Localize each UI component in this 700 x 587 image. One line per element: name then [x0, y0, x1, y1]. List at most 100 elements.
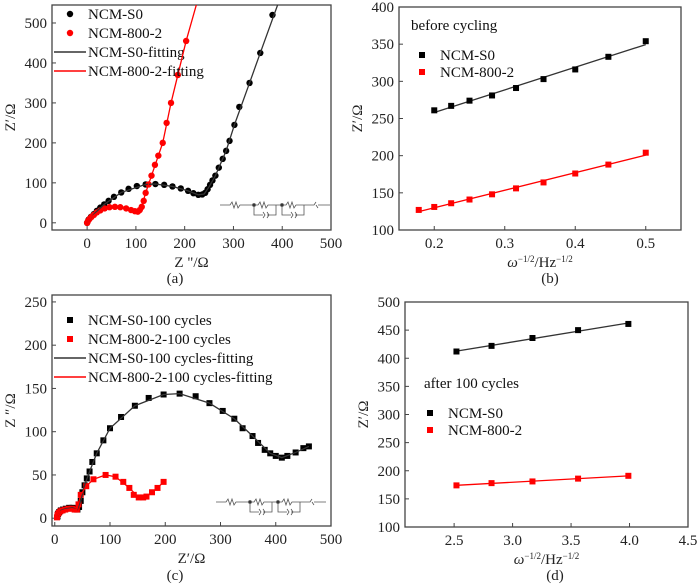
x-tick-label: 100	[99, 532, 122, 548]
legend-label: NCM-800-2-100 cycles-fitting	[88, 370, 273, 386]
y-tick-label: 0	[40, 511, 48, 527]
data-point	[192, 393, 199, 400]
y-tick-label: 0	[40, 216, 48, 232]
fit-line	[56, 474, 165, 518]
y-tick-label: 150	[378, 492, 401, 508]
equivalent-circuit-inset	[216, 497, 326, 516]
y-tick-label: 350	[378, 379, 401, 395]
y-tick-label: 450	[378, 323, 401, 339]
x-axis-label-part: ω	[514, 552, 525, 568]
y-tick-label: 300	[25, 96, 48, 112]
equivalent-circuit-inset	[220, 200, 330, 219]
y-tick-label: 400	[25, 56, 48, 72]
x-tick-label: 500	[320, 236, 343, 252]
y-tick-label: 350	[372, 37, 395, 53]
chart-panel-d: 2.5 3.0 3.5 4.0 4.5 100 150 200 250 300 350 400 450 5…	[356, 295, 697, 584]
data-point	[448, 102, 455, 109]
data-point	[427, 427, 433, 433]
data-point	[67, 317, 73, 323]
legend-item: NCM-800-2	[427, 423, 522, 439]
data-point	[488, 480, 495, 487]
x-tick-label: 3.5	[562, 533, 581, 549]
data-point	[575, 327, 582, 334]
data-point	[605, 161, 612, 168]
y-tick-label: 100	[378, 520, 401, 536]
legend-label: NCM-S0-fitting	[88, 45, 185, 61]
chart-panel-a: 0 100 200 300 400 500 0 100 200 300 400 500 Z′/Ω Z "/…	[3, 4, 343, 287]
data-point	[239, 425, 246, 432]
panel-caption: (b)	[541, 271, 559, 287]
x-tick-label: 4.0	[620, 533, 639, 549]
data-point	[120, 478, 127, 485]
legend-item: NCM-800-2	[66, 26, 162, 42]
x-axis-label-part: −1/2	[563, 551, 580, 561]
y-tick-label: 250	[372, 112, 395, 128]
data-point	[427, 410, 433, 416]
legend-item: NCM-S0	[427, 406, 503, 422]
x-tick-label: 3.0	[503, 533, 522, 549]
y-tick-label: 150	[25, 381, 48, 397]
x-tick-label: 300	[222, 236, 245, 252]
series-ncm-800-2-fitting	[86, 5, 197, 224]
data-point	[431, 203, 438, 210]
chart-panel-b: 0.2 0.3 0.4 0.5100150200250300350400Z′/Ωω−1…	[350, 0, 682, 287]
series-ncm-s0-fitting	[86, 5, 279, 224]
x-tick-label: 4.5	[679, 533, 698, 549]
data-point	[89, 458, 96, 465]
x-axis-label: ω−1/2/Hz−1/2	[514, 551, 579, 568]
x-tick-label: 400	[265, 532, 288, 548]
x-tick-label: 400	[271, 236, 294, 252]
fit-line	[456, 322, 629, 352]
series-ncm-s0	[453, 320, 632, 355]
x-tick-label: 500	[320, 532, 343, 548]
fit-line	[56, 392, 310, 517]
x-tick-label: 0.5	[636, 236, 655, 252]
y-axis-label: Z ″/Ω	[3, 393, 19, 427]
legend-label: NCM-800-2-100 cycles	[88, 332, 231, 348]
y-tick-label: 100	[25, 425, 48, 441]
y-axis-label: Z′/Ω	[3, 104, 19, 132]
x-tick-label: 200	[173, 236, 196, 252]
legend-item: NCM-S0-100 cycles-fitting	[54, 351, 254, 367]
legend-item: NCM-800-2	[419, 65, 514, 81]
plot-frame	[398, 6, 682, 231]
legend-label: NCM-S0	[88, 7, 143, 23]
plot-frame	[51, 294, 332, 527]
y-tick-label: 250	[25, 295, 48, 311]
series-ncm-800-2	[453, 472, 632, 489]
chart-panel-c: 0 100 200 300 400 500 0 50 100 150 200 250 Z ″/Ω Z′/Ω…	[3, 294, 343, 584]
data-point	[489, 191, 496, 198]
data-point	[540, 179, 547, 186]
y-tick-label: 300	[372, 74, 395, 90]
y-tick-label: 100	[25, 176, 48, 192]
x-tick-label: 2.5	[445, 533, 464, 549]
y-tick-label: 500	[378, 295, 401, 311]
x-axis-label-part: /Hz	[534, 255, 556, 271]
panel-caption: (c)	[167, 568, 184, 584]
series-ncm-800-2-100-cycles-fitting	[56, 474, 165, 518]
legend-label: NCM-S0	[440, 48, 495, 64]
data-point	[453, 482, 460, 489]
y-tick-label: 400	[372, 0, 395, 16]
data-point	[529, 335, 536, 341]
legend-item: NCM-S0-fitting	[54, 45, 185, 61]
legend-label: NCM-S0	[448, 406, 503, 422]
legend-label: NCM-S0-100 cycles	[88, 313, 212, 329]
y-tick-label: 400	[378, 351, 401, 367]
legend-label: NCM-800-2	[448, 423, 522, 439]
data-point	[642, 149, 649, 156]
data-point	[448, 200, 455, 207]
x-axis-label: ω−1/2/Hz−1/2	[507, 254, 572, 271]
y-tick-label: 200	[378, 464, 401, 480]
data-point	[431, 107, 438, 114]
data-point	[145, 394, 152, 401]
series-ncm-s0-100-cycles-fitting	[56, 392, 310, 517]
y-tick-label: 150	[372, 186, 395, 202]
data-point	[300, 445, 307, 452]
series-ncm-800-2	[415, 149, 649, 213]
panel-caption: (d)	[546, 568, 564, 584]
fit-line	[456, 475, 629, 486]
y-axis-label: Z′/Ω	[356, 401, 372, 429]
data-point	[255, 439, 262, 446]
data-point	[466, 196, 473, 203]
